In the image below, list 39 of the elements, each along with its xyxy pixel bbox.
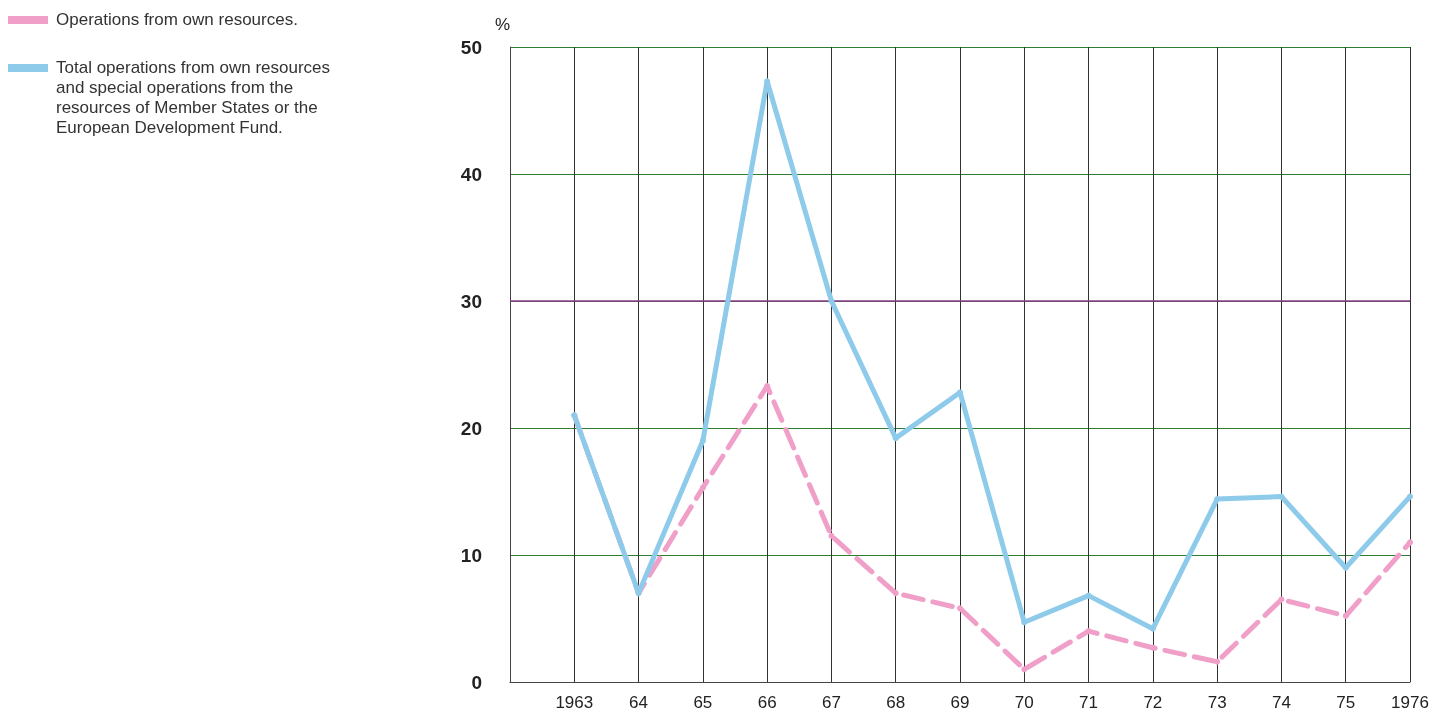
y-tick-label: 30 — [460, 290, 482, 312]
x-tick-label: 1963 — [555, 693, 594, 712]
y-tick-label: 40 — [460, 163, 482, 185]
point — [1021, 666, 1028, 673]
point — [1278, 596, 1285, 603]
legend-label: Operations from own resources. — [56, 10, 299, 30]
x-tick-label: 68 — [886, 693, 906, 712]
x-tick-label: 71 — [1079, 693, 1099, 712]
x-tick-label: 69 — [950, 693, 970, 712]
x-tick-label: 75 — [1336, 693, 1356, 712]
x-tick-label: 64 — [629, 693, 649, 712]
x-tick-label: 65 — [693, 693, 713, 712]
y-tick-label: 50 — [460, 36, 482, 58]
point — [699, 437, 706, 444]
point — [1214, 658, 1221, 665]
y-tick-label: 20 — [460, 417, 482, 439]
x-tick-label: 1976 — [1391, 693, 1429, 712]
y-tick-label: 10 — [460, 544, 482, 566]
point — [828, 298, 835, 304]
point — [1085, 628, 1092, 635]
x-tick-label: 66 — [757, 693, 777, 712]
point — [828, 532, 835, 539]
x-tick-label: 72 — [1143, 693, 1163, 712]
x-tick-label: 73 — [1207, 693, 1227, 712]
point — [1149, 644, 1156, 651]
x-tick-label: 74 — [1271, 693, 1291, 712]
x-tick-label: 67 — [821, 693, 841, 712]
point — [1085, 592, 1092, 599]
x-tick-label: 70 — [1014, 693, 1034, 712]
legend-label: Total operations from own resources and special operations from the resources of Member States or the European Development Fund. — [56, 58, 332, 138]
y-tick-label: 0 — [471, 671, 482, 693]
point — [957, 605, 963, 612]
y-axis-title: % — [494, 15, 510, 34]
point — [1342, 612, 1349, 619]
point — [1407, 539, 1413, 546]
point — [1278, 493, 1285, 500]
point — [892, 590, 899, 597]
point — [699, 484, 706, 491]
point — [1407, 493, 1413, 500]
